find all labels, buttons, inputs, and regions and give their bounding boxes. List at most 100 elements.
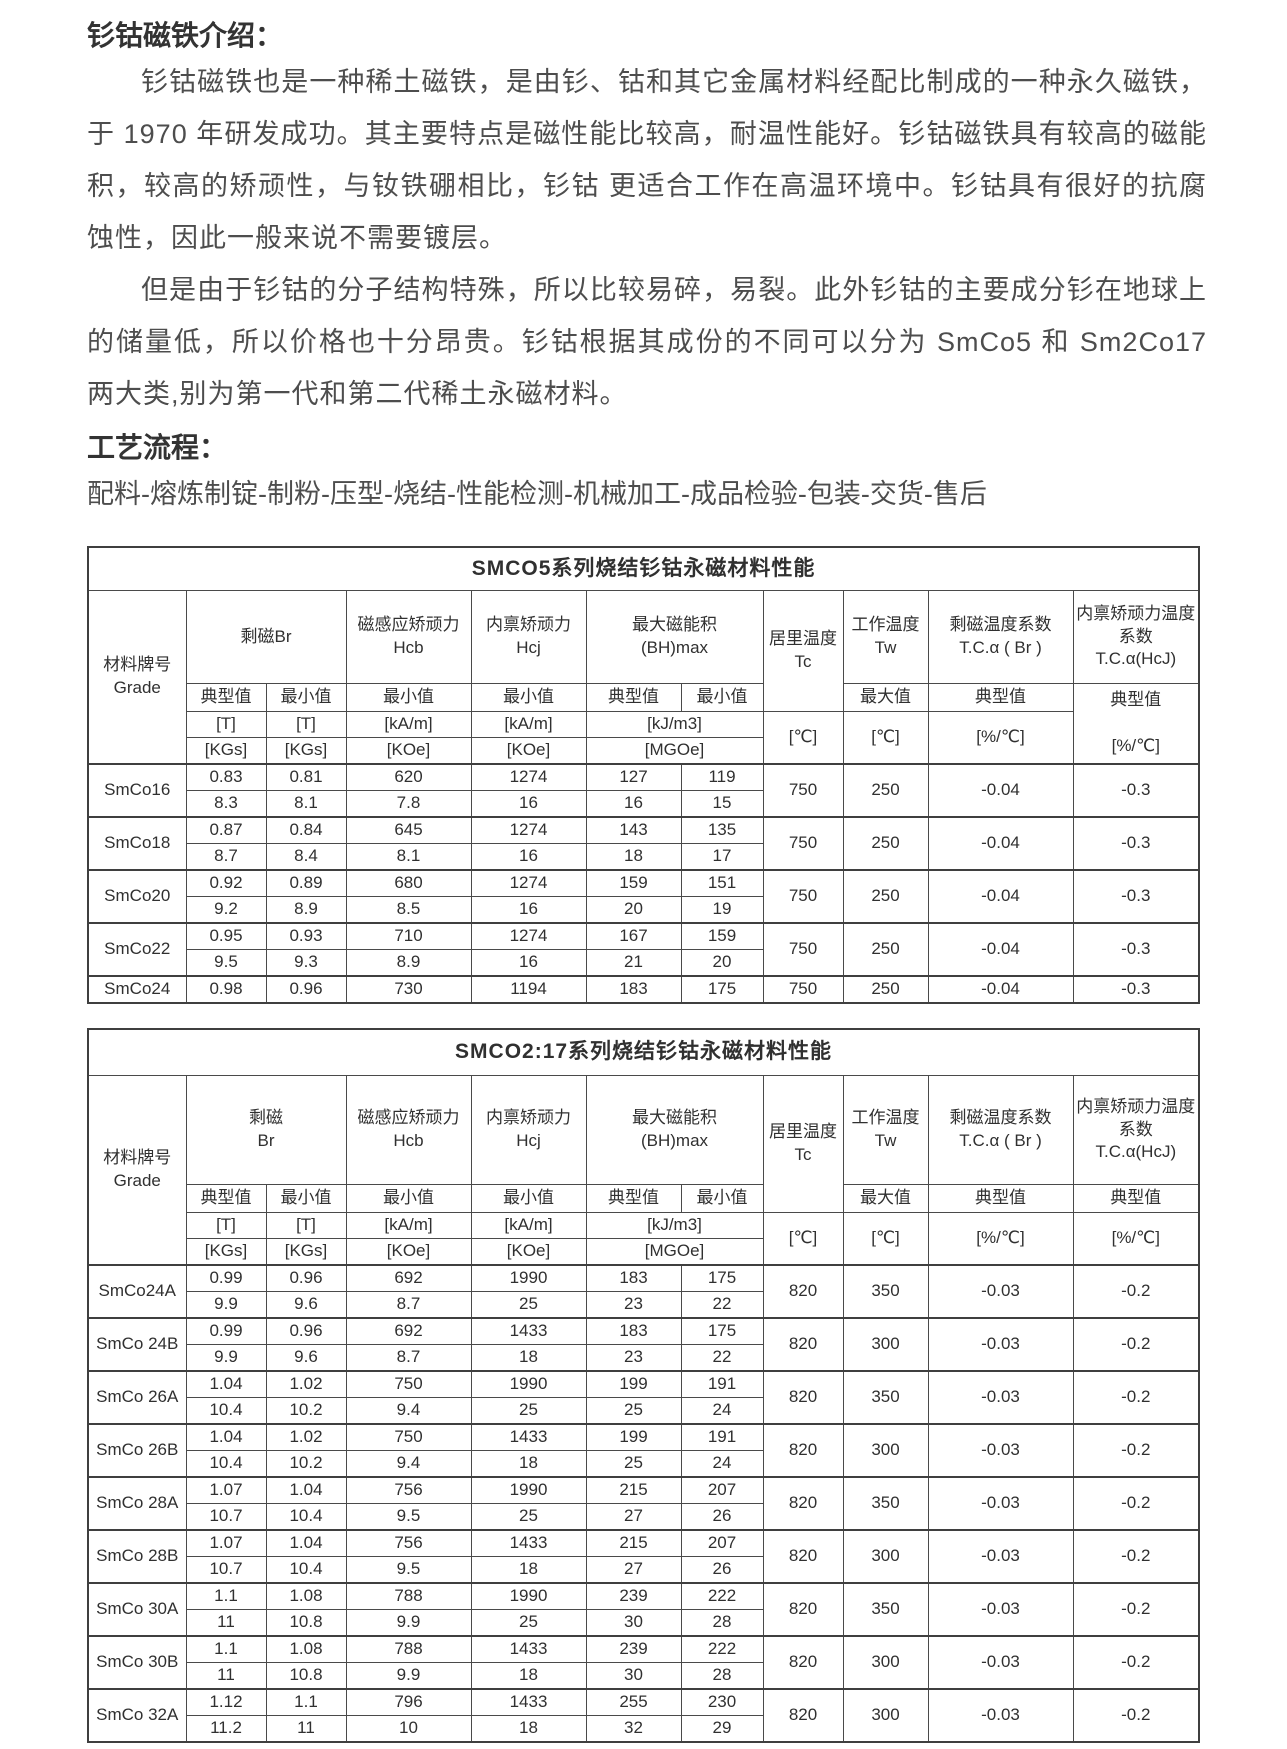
col-tc-alpha-br: 剩磁温度系数 T.C.α ( Br ): [927, 1075, 1074, 1185]
smco217-table-body: SmCo24A 0.99 0.96 692 1990 183 175 820 350 -0.03-…: [87, 1264, 1200, 1743]
value-cell: 1.1: [185, 1635, 267, 1663]
value-cell: 17: [680, 843, 764, 871]
table-subrow: 8.7 8.4 8.1 16 18 17: [88, 843, 1199, 871]
value-cell: 1.07: [185, 1476, 267, 1504]
value-cell: 0.92: [185, 869, 267, 897]
value-cell: 9.5: [185, 949, 267, 977]
value-cell: 25: [470, 1609, 587, 1637]
value-cell: 8.5: [345, 896, 472, 924]
value-cell: 0.83: [185, 763, 267, 791]
table-title-row: SMCO5系列烧结钐钴永磁材料性能: [87, 546, 1200, 591]
tc-alpha-br-cell: -0.04: [927, 922, 1074, 977]
unit-cell: [kA/m]: [470, 1212, 587, 1239]
table-units-row-si: [T] [T] [kA/m] [kA/m] [kJ/m3] [℃] [℃] [%…: [88, 711, 1199, 765]
value-cell: 215: [585, 1529, 682, 1557]
value-cell: 24: [680, 1450, 764, 1478]
subheader-cell: 最小值: [265, 683, 347, 712]
unit-cell: [%/℃]: [927, 711, 1074, 765]
curie-temp-cell: 750: [762, 763, 844, 818]
subheader-cell: 最小值: [345, 1184, 472, 1213]
tc-alpha-hcj-cell: -0.2: [1072, 1529, 1200, 1584]
value-cell: 27: [585, 1503, 682, 1531]
value-cell: 0.96: [265, 1264, 347, 1292]
value-cell: 119: [680, 763, 764, 791]
working-temp-cell: 250: [842, 816, 929, 871]
value-cell: 0.98: [185, 975, 267, 1004]
curie-temp-cell: 750: [762, 869, 844, 924]
unit-cell: [T]: [265, 1212, 347, 1239]
col-hcb: 磁感应矫顽力 Hcb: [345, 590, 472, 684]
table-row: SmCo24A 0.99 0.96 692 1990 183 175 820 350 -0.03-…: [87, 1264, 1200, 1319]
table-row: SmCo20 0.92 0.89 680 1274 159 151 750 250 -0.04 -0…: [87, 869, 1200, 924]
value-cell: 11: [185, 1662, 267, 1690]
tc-alpha-hcj-cell: -0.2: [1072, 1476, 1200, 1531]
tc-alpha-hcj-cell: -0.2: [1072, 1423, 1200, 1478]
value-cell: 10.2: [265, 1397, 347, 1425]
value-cell: 730: [345, 975, 472, 1004]
value-cell: 30: [585, 1609, 682, 1637]
unit-cell: [T]: [185, 1212, 267, 1239]
grade-cell: SmCo 26A: [87, 1370, 187, 1425]
value-cell: 20: [585, 896, 682, 924]
value-cell: 25: [585, 1397, 682, 1425]
table-header-row: 材料牌号 Grade 剩磁 Br 磁感应矫顽力 Hcb 内禀矫顽力 Hcj 最大…: [87, 1075, 1200, 1266]
value-cell: 159: [680, 922, 764, 950]
unit-cell: [T]: [265, 711, 347, 738]
col-hcb: 磁感应矫顽力 Hcb: [345, 1075, 472, 1185]
curie-temp-cell: 820: [762, 1529, 844, 1584]
table-units-row-si: [T] [T] [kA/m] [kA/m] [kJ/m3] [℃] [℃] [%…: [88, 1212, 1200, 1266]
grade-cell: SmCo18: [87, 816, 187, 871]
unit-cell: [KGs]: [185, 737, 267, 765]
grade-cell: SmCo22: [87, 922, 187, 977]
value-cell: 1433: [470, 1529, 587, 1557]
value-cell: 29: [680, 1715, 764, 1743]
value-cell: 16: [470, 896, 587, 924]
col-tc-alpha-br: 剩磁温度系数 T.C.α ( Br ): [927, 590, 1074, 684]
unit-cell: [KOe]: [470, 737, 587, 765]
value-cell: 183: [585, 975, 682, 1004]
intro-heading: 钐钴磁铁介绍：: [87, 20, 284, 51]
value-cell: 9.9: [185, 1344, 267, 1372]
value-cell: 1433: [470, 1317, 587, 1345]
unit-cell: [KOe]: [345, 1238, 472, 1266]
subheader-cell: 最小值: [470, 683, 587, 712]
subheader-cell: 最小值: [265, 1184, 347, 1213]
table-title: SMCO5系列烧结钐钴永磁材料性能: [87, 546, 1200, 591]
unit-cell: [KOe]: [470, 1238, 587, 1266]
unit-cell: [KGs]: [265, 1238, 347, 1266]
tc-alpha-hcj-cell: -0.3: [1072, 975, 1200, 1004]
unit-cell: [KGs]: [265, 737, 347, 765]
value-cell: 750: [345, 1423, 472, 1451]
value-cell: 1.12: [185, 1688, 267, 1716]
smco5-properties-table: SMCO5系列烧结钐钴永磁材料性能 材料牌号 Grade 剩磁Br 磁感应矫顽力…: [87, 546, 1201, 1004]
value-cell: 0.99: [185, 1264, 267, 1292]
value-cell: 215: [585, 1476, 682, 1504]
table-row: SmCo24 0.98 0.96 730 1194 183 175 750 250 -0.04 -0…: [87, 975, 1200, 1004]
value-cell: 796: [345, 1688, 472, 1716]
value-cell: 21: [585, 949, 682, 977]
value-cell: 10.8: [265, 1662, 347, 1690]
value-cell: 680: [345, 869, 472, 897]
value-cell: 1.1: [265, 1688, 347, 1716]
grade-cell: SmCo 30B: [87, 1635, 187, 1690]
value-cell: 692: [345, 1264, 472, 1292]
value-cell: 9.5: [345, 1503, 472, 1531]
smco5-table-body: SmCo16 0.83 0.81 620 1274 127 119 750 250 -0.04 -0…: [87, 763, 1200, 1004]
tc-alpha-hcj-cell: -0.2: [1072, 1635, 1200, 1690]
value-cell: 750: [345, 1370, 472, 1398]
table-title-row: SMCO2:17系列烧结钐钴永磁材料性能: [87, 1028, 1200, 1076]
value-cell: 230: [680, 1688, 764, 1716]
subheader-cell: 最大值: [842, 1184, 929, 1213]
value-cell: 239: [585, 1582, 682, 1610]
subheader-cell: 典型值: [927, 1184, 1074, 1213]
value-cell: 11: [265, 1715, 347, 1743]
table-subrow: 10.4 10.2 9.4 18 25 24: [88, 1450, 1199, 1478]
value-cell: 1.02: [265, 1370, 347, 1398]
value-cell: 26: [680, 1503, 764, 1531]
value-cell: 9.9: [345, 1609, 472, 1637]
working-temp-cell: 350: [842, 1582, 929, 1637]
value-cell: 7.8: [345, 790, 472, 818]
tc-alpha-br-cell: -0.03: [927, 1529, 1074, 1584]
table-subrow: 10.7 10.4 9.5 25 27 26: [88, 1503, 1199, 1531]
subheader-cell: 典型值: [585, 683, 682, 712]
